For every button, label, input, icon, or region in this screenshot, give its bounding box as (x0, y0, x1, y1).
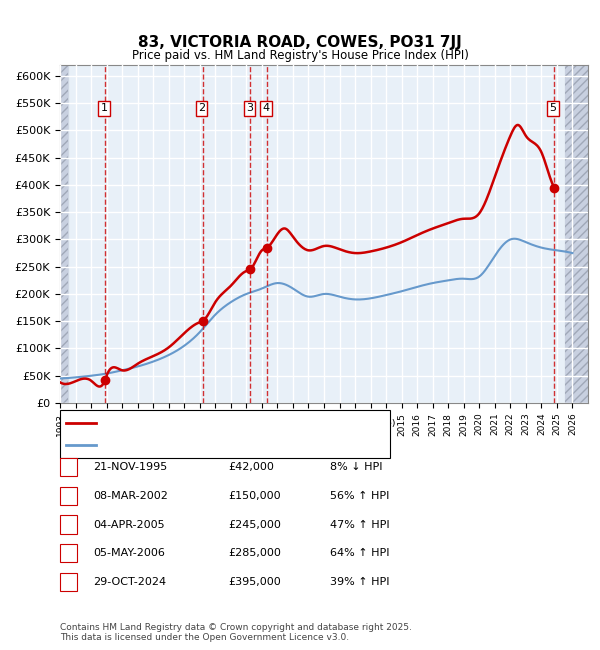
Text: 2: 2 (65, 491, 72, 501)
Text: 4: 4 (263, 103, 269, 113)
Text: 1: 1 (65, 462, 72, 473)
Text: 5: 5 (550, 103, 557, 113)
Bar (60, 65, 68, 403)
Text: 1: 1 (100, 103, 107, 113)
Text: Price paid vs. HM Land Registry's House Price Index (HPI): Price paid vs. HM Land Registry's House … (131, 49, 469, 62)
Text: 39% ↑ HPI: 39% ↑ HPI (330, 577, 389, 587)
Text: 56% ↑ HPI: 56% ↑ HPI (330, 491, 389, 501)
Text: 05-MAY-2006: 05-MAY-2006 (93, 548, 165, 558)
Text: 83, VICTORIA ROAD, COWES, PO31 7JJ: 83, VICTORIA ROAD, COWES, PO31 7JJ (138, 34, 462, 50)
Text: 4: 4 (65, 548, 72, 558)
Bar (565, 65, 588, 403)
Text: 08-MAR-2002: 08-MAR-2002 (93, 491, 168, 501)
Text: £150,000: £150,000 (228, 491, 281, 501)
Text: £285,000: £285,000 (228, 548, 281, 558)
Bar (565, 49, 596, 403)
Text: 64% ↑ HPI: 64% ↑ HPI (330, 548, 389, 558)
Text: 8% ↓ HPI: 8% ↓ HPI (330, 462, 383, 473)
Text: 3: 3 (65, 519, 72, 530)
Text: £395,000: £395,000 (228, 577, 281, 587)
Bar (60, 49, 68, 403)
Text: Contains HM Land Registry data © Crown copyright and database right 2025.
This d: Contains HM Land Registry data © Crown c… (60, 623, 412, 642)
Text: 29-OCT-2024: 29-OCT-2024 (93, 577, 166, 587)
Text: £245,000: £245,000 (228, 519, 281, 530)
Text: 3: 3 (246, 103, 253, 113)
Text: 83, VICTORIA ROAD, COWES, PO31 7JJ (semi-detached house): 83, VICTORIA ROAD, COWES, PO31 7JJ (semi… (102, 419, 395, 428)
Text: 04-APR-2005: 04-APR-2005 (93, 519, 164, 530)
Text: 2: 2 (198, 103, 205, 113)
Text: £42,000: £42,000 (228, 462, 274, 473)
Text: 21-NOV-1995: 21-NOV-1995 (93, 462, 167, 473)
Text: 5: 5 (65, 577, 72, 587)
Text: 47% ↑ HPI: 47% ↑ HPI (330, 519, 389, 530)
Text: HPI: Average price, semi-detached house, Isle of Wight: HPI: Average price, semi-detached house,… (102, 440, 363, 449)
